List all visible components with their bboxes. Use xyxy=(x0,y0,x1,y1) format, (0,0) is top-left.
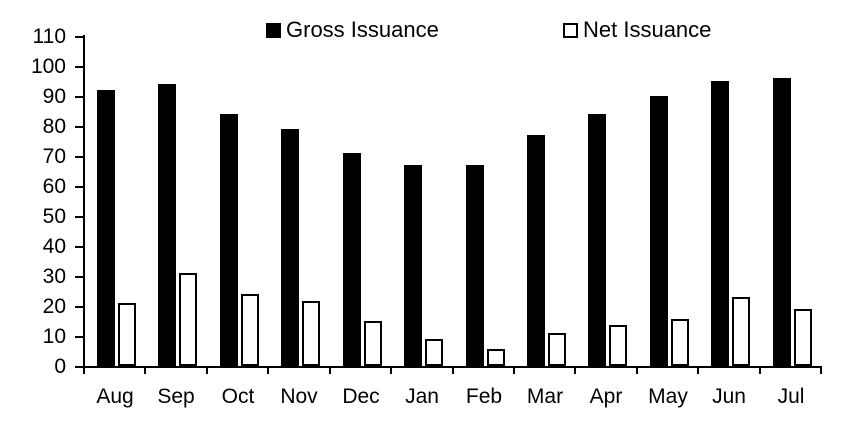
x-tick-mark xyxy=(144,366,146,374)
bar-gross-oct xyxy=(220,114,238,366)
y-tick-mark xyxy=(75,96,83,98)
legend-item-net-issuance: Net Issuance xyxy=(563,19,711,41)
bar-net-nov xyxy=(302,301,320,366)
x-tick-mark xyxy=(452,366,454,374)
x-tick-label-oct: Oct xyxy=(221,385,255,408)
x-tick-label-jun: Jun xyxy=(712,385,746,408)
bar-net-jul xyxy=(794,309,812,366)
bar-net-oct xyxy=(241,294,259,366)
x-tick-mark xyxy=(697,366,699,374)
y-tick-mark xyxy=(75,366,83,368)
x-tick-label-nov: Nov xyxy=(280,385,318,408)
y-tick-mark xyxy=(75,216,83,218)
net-issuance-swatch-icon xyxy=(563,22,578,38)
x-tick-label-sep: Sep xyxy=(157,385,195,408)
x-tick-mark xyxy=(206,366,208,374)
y-tick-label: 100 xyxy=(30,55,66,78)
y-tick-label: 30 xyxy=(42,265,66,288)
bar-net-mar xyxy=(548,333,566,366)
bar-gross-jul xyxy=(773,78,791,366)
x-tick-mark xyxy=(759,366,761,374)
bar-gross-nov xyxy=(281,129,299,366)
y-tick-mark xyxy=(75,66,83,68)
x-tick-label-aug: Aug xyxy=(96,385,134,408)
x-tick-mark xyxy=(83,366,85,374)
y-tick-mark xyxy=(75,336,83,338)
y-tick-label: 90 xyxy=(42,85,66,108)
x-tick-mark xyxy=(390,366,392,374)
bar-gross-sep xyxy=(158,84,176,366)
x-tick-mark xyxy=(267,366,269,374)
x-tick-label-dec: Dec xyxy=(342,385,380,408)
y-tick-mark xyxy=(75,156,83,158)
y-tick-label: 70 xyxy=(42,145,66,168)
bar-gross-feb xyxy=(466,165,484,366)
y-tick-mark xyxy=(75,126,83,128)
x-tick-mark xyxy=(329,366,331,374)
y-tick-mark xyxy=(75,276,83,278)
legend-label-gross-issuance: Gross Issuance xyxy=(286,17,439,42)
x-tick-mark xyxy=(513,366,515,374)
y-axis-line xyxy=(83,35,85,368)
y-tick-label: 40 xyxy=(42,235,66,258)
bar-net-aug xyxy=(118,303,136,366)
y-tick-mark xyxy=(75,246,83,248)
bar-gross-apr xyxy=(588,114,606,366)
bar-gross-dec xyxy=(343,153,361,366)
x-tick-label-jan: Jan xyxy=(405,385,439,408)
bar-net-jun xyxy=(732,297,750,366)
bar-net-jan xyxy=(425,339,443,366)
bar-net-sep xyxy=(179,273,197,366)
bar-net-dec xyxy=(364,321,382,366)
y-tick-mark xyxy=(75,36,83,38)
x-tick-mark xyxy=(636,366,638,374)
legend-label-net-issuance: Net Issuance xyxy=(583,17,712,42)
y-tick-label: 60 xyxy=(42,175,66,198)
y-tick-label: 0 xyxy=(54,355,66,378)
bar-gross-may xyxy=(650,96,668,366)
x-tick-mark xyxy=(820,366,822,374)
x-tick-label-mar: Mar xyxy=(526,385,564,408)
x-tick-label-feb: Feb xyxy=(465,385,503,408)
bar-gross-jun xyxy=(711,81,729,366)
y-tick-label: 110 xyxy=(32,25,66,48)
legend-item-gross-issuance: Gross Issuance xyxy=(266,19,439,41)
bar-net-may xyxy=(671,319,689,366)
bar-gross-aug xyxy=(97,90,115,366)
y-tick-label: 50 xyxy=(42,205,66,228)
bar-net-apr xyxy=(609,325,627,366)
x-tick-label-may: May xyxy=(648,385,688,408)
gross-issuance-swatch-icon xyxy=(266,22,281,38)
bar-gross-jan xyxy=(404,165,422,366)
y-tick-label: 80 xyxy=(42,115,66,138)
x-tick-label-apr: Apr xyxy=(589,385,623,408)
bar-gross-mar xyxy=(527,135,545,366)
y-tick-label: 10 xyxy=(42,325,66,348)
x-tick-label-jul: Jul xyxy=(777,385,805,408)
y-tick-mark xyxy=(75,306,83,308)
x-tick-mark xyxy=(574,366,576,374)
y-tick-mark xyxy=(75,186,83,188)
bar-net-feb xyxy=(487,349,505,366)
y-tick-label: 20 xyxy=(42,295,66,318)
